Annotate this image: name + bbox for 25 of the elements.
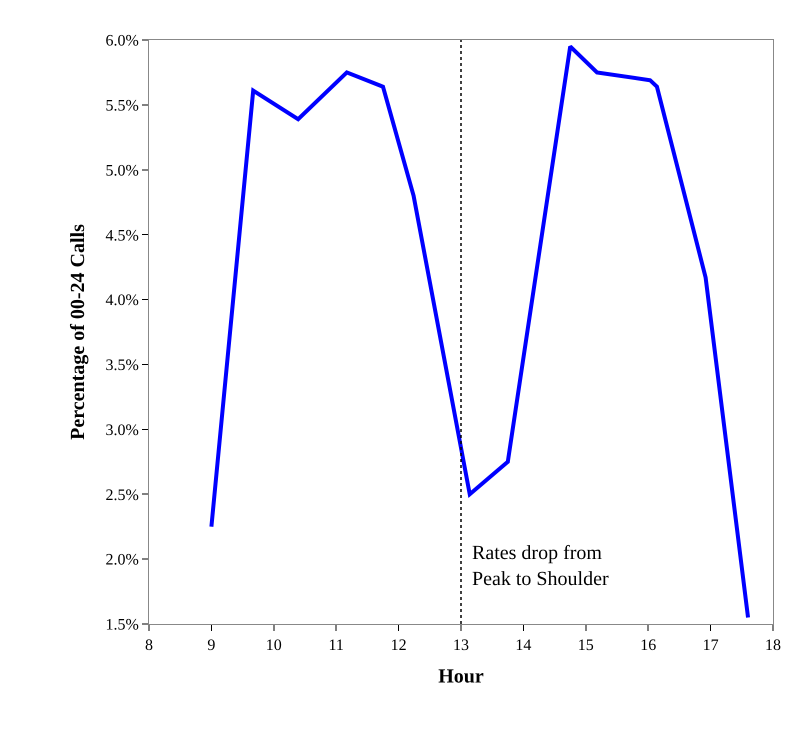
line-series (209, 44, 750, 620)
y-tick-label: 4.5% (105, 227, 139, 244)
x-axis-title: Hour (438, 666, 484, 688)
x-tick-label: 13 (453, 637, 469, 654)
x-tick-label: 15 (578, 637, 594, 654)
x-tick-label: 14 (515, 637, 532, 654)
y-tick-label: 5.0% (105, 162, 139, 180)
y-tick-label: 1.5% (105, 616, 139, 634)
x-tick-label: 17 (702, 637, 719, 654)
y-tick-label: 4.0% (105, 292, 139, 310)
x-tick-label: 16 (640, 637, 656, 654)
x-tick-label: 9 (207, 637, 216, 654)
x-tick-label: 8 (145, 637, 153, 654)
x-tick-label: 11 (328, 637, 344, 654)
y-tick-label: 3.5% (105, 357, 139, 374)
x-tick-label: 18 (765, 637, 781, 654)
x-tick-label: 12 (390, 637, 407, 654)
x-tick-label: 10 (266, 637, 282, 654)
y-tick-label: 2.0% (105, 552, 139, 569)
y-tick-label: 3.0% (105, 422, 139, 439)
y-axis-title: Percentage of 00-24 Calls (66, 224, 89, 440)
y-tick-label: 2.5% (105, 486, 139, 504)
y-tick-label: 5.5% (105, 97, 139, 114)
y-tick-label: 6.0% (105, 32, 139, 50)
annotation: Rates drop from Peak to Shoulder (472, 542, 609, 590)
